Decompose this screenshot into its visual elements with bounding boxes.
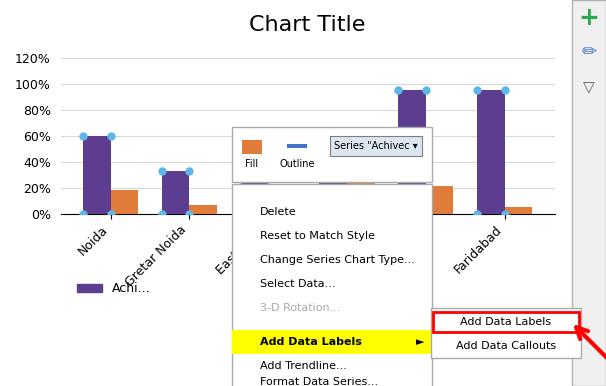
Text: Change Series Chart Type...: Change Series Chart Type... [260,255,415,265]
Bar [398,90,426,214]
Bar [347,178,375,214]
Text: Fill: Fill [245,159,259,169]
Bar [330,136,422,156]
Text: ▽: ▽ [583,81,595,95]
Bar [190,205,217,214]
Text: Series "Achivec ▾: Series "Achivec ▾ [334,141,418,151]
Bar [241,179,268,214]
Text: Outline: Outline [279,159,315,169]
Bar [162,171,190,214]
Bar [431,308,581,358]
Text: Delete: Delete [260,207,296,217]
Text: Add Data Labels: Add Data Labels [260,337,362,347]
Bar [83,136,111,214]
Bar [111,190,138,214]
Text: +: + [579,6,599,30]
Text: ►: ► [416,337,424,347]
Text: Reset to Match Style: Reset to Match Style [260,231,375,241]
Title: Chart Title: Chart Title [250,15,366,35]
Bar [505,207,532,214]
Text: Add Data Callouts: Add Data Callouts [456,341,556,351]
Text: ✏: ✏ [581,43,596,61]
Text: Format Data Series...: Format Data Series... [260,377,378,386]
Bar [232,330,432,354]
Legend: Achi...: Achi... [72,278,155,300]
Bar [426,186,453,214]
Bar [242,140,262,154]
Bar [477,90,505,214]
Bar [319,168,347,214]
Bar [287,144,307,148]
Bar [268,200,296,214]
Bar [232,184,432,386]
Text: Add Data Labels: Add Data Labels [461,317,551,327]
Bar [572,0,606,386]
Text: Add Trendline...: Add Trendline... [260,361,347,371]
Bar [232,127,432,182]
Text: 3-D Rotation...: 3-D Rotation... [260,303,341,313]
Text: Select Data...: Select Data... [260,279,336,289]
Bar [433,312,579,332]
